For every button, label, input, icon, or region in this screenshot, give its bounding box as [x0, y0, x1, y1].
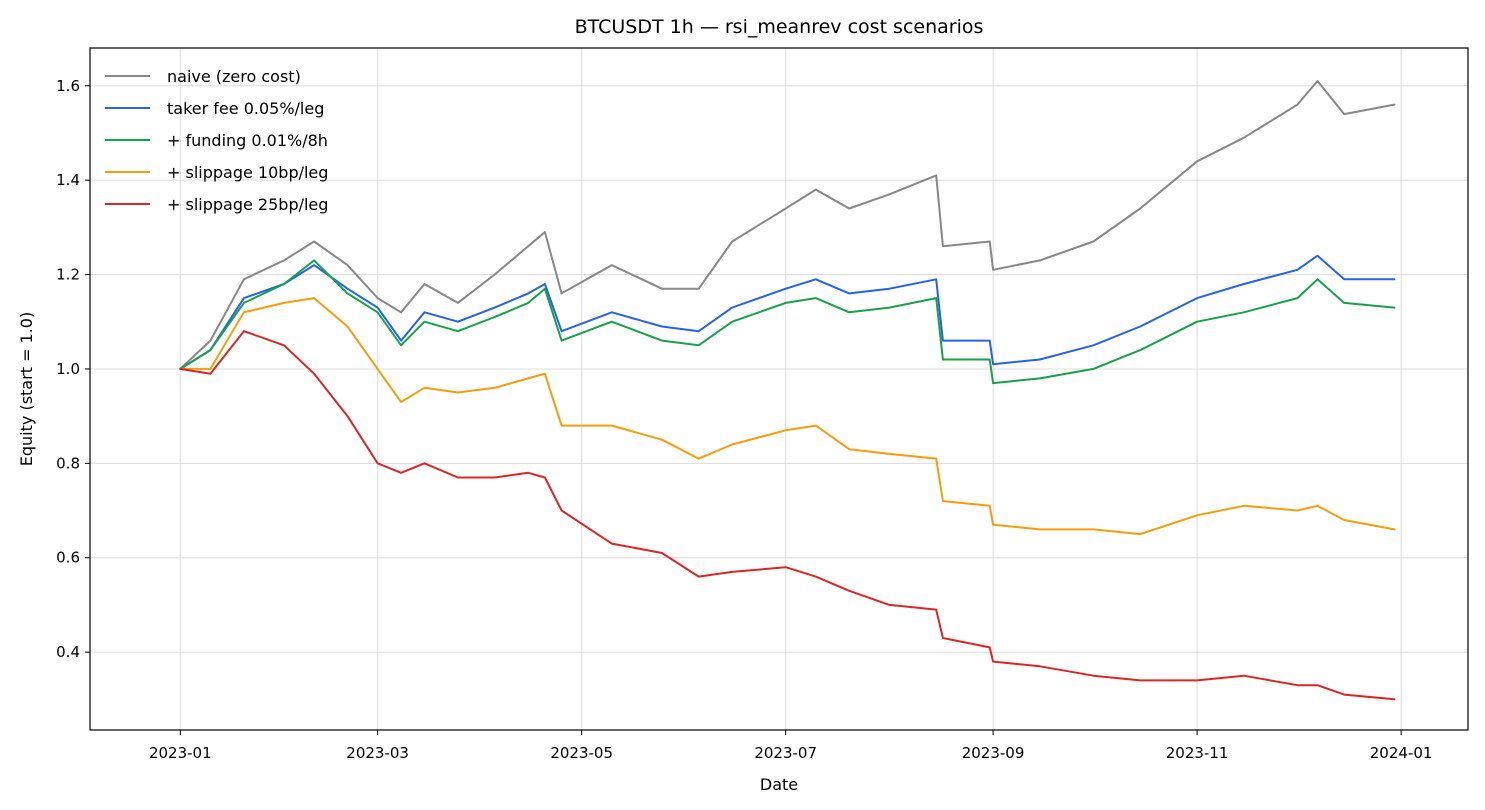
x-tick-label: 2023-03	[346, 744, 409, 762]
series-layer	[179, 80, 1396, 701]
x-tick-label: 2023-09	[962, 744, 1025, 762]
legend-label-1: naive (zero cost)	[167, 67, 301, 86]
x-tick-label: 2023-01	[149, 744, 212, 762]
y-tick-label: 1.2	[56, 266, 80, 284]
y-tick-label: 1.6	[56, 77, 80, 95]
x-tick-label: 2023-05	[550, 744, 613, 762]
legend-label-4: + slippage 10bp/leg	[167, 163, 328, 182]
series-line-1	[179, 80, 1396, 370]
y-tick-label: 0.6	[56, 549, 80, 567]
x-tick-label: 2023-11	[1166, 744, 1229, 762]
x-tick-label: 2023-07	[754, 744, 817, 762]
series-line-4	[179, 297, 1396, 536]
y-tick-label: 0.8	[56, 454, 80, 472]
x-axis-label: Date	[760, 775, 798, 794]
legend-label-2: taker fee 0.05%/leg	[167, 99, 324, 118]
series-line-5	[179, 330, 1396, 701]
y-tick-label: 0.4	[56, 643, 80, 661]
y-tick-label: 1.0	[56, 360, 80, 378]
x-tick-label: 2024-01	[1370, 744, 1433, 762]
chart-title: BTCUSDT 1h — rsi_meanrev cost scenarios	[575, 16, 984, 38]
y-tick-label: 1.4	[56, 171, 80, 189]
ticks-layer: 2023-01 2023-03 2023-05 2023-07 2023-09 2023-…	[56, 77, 1432, 762]
legend-label-3: + funding 0.01%/8h	[167, 131, 328, 150]
series-line-2	[179, 254, 1396, 370]
plot-frame	[89, 47, 1469, 731]
legend-label-5: + slippage 25bp/leg	[167, 195, 328, 214]
series-line-3	[179, 259, 1396, 385]
y-axis-label: Equity (start = 1.0)	[17, 312, 36, 466]
legend: naive (zero cost) taker fee 0.05%/leg + fu…	[105, 67, 328, 214]
